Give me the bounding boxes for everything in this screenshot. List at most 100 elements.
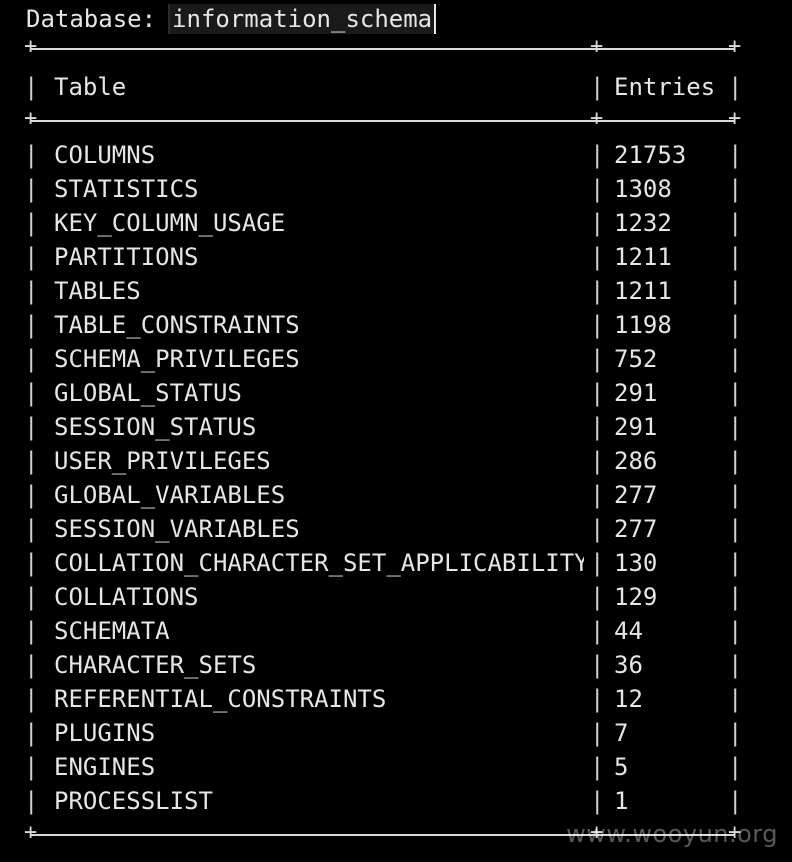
table-bar-right: | — [728, 515, 743, 543]
table-bar-mid: | — [590, 549, 605, 577]
table-bar-mid: | — [590, 311, 605, 339]
table-name-cell: COLUMNS — [54, 141, 156, 169]
table-name-cell: GLOBAL_VARIABLES — [54, 481, 286, 509]
table-bar-mid: | — [590, 617, 605, 645]
table-bar-left: | — [24, 243, 39, 271]
entries-cell: 291 — [614, 413, 658, 441]
table-row: | ENGINES | 5 | — [24, 750, 744, 784]
table-bar-right: | — [728, 73, 743, 101]
table-corner-bottom-right: + — [728, 820, 742, 845]
table-row: | COLUMNS | 21753 | — [24, 138, 744, 172]
entries-cell: 5 — [614, 753, 629, 781]
table-bar-right: | — [728, 209, 743, 237]
table-bar-right: | — [728, 379, 743, 407]
table-row: | GLOBAL_STATUS | 291 | — [24, 376, 744, 410]
entries-cell: 44 — [614, 617, 643, 645]
database-label: Database: — [26, 5, 157, 33]
table-bar-left: | — [24, 617, 39, 645]
table-bar-left: | — [24, 685, 39, 713]
table-bar-right: | — [728, 617, 743, 645]
table-bar-left: | — [24, 209, 39, 237]
table-border-header: + + + — [24, 106, 742, 131]
table-bar-right: | — [728, 719, 743, 747]
entries-cell: 36 — [614, 651, 643, 679]
table-border-top: + + + — [24, 34, 741, 59]
table-bar-right: | — [728, 447, 743, 475]
watermark-text: www.wooyun.org — [566, 820, 778, 848]
table-name-cell: TABLES — [54, 277, 141, 305]
table-row: | PLUGINS | 7 | — [24, 716, 744, 750]
table-name-cell: SESSION_STATUS — [54, 413, 257, 441]
entries-cell: 1 — [614, 787, 629, 815]
table-bar-mid: | — [590, 583, 605, 611]
table-bar-mid: | — [590, 413, 605, 441]
table-bar-mid: | — [590, 379, 605, 407]
table-row: | CHARACTER_SETS | 36 | — [24, 648, 744, 682]
table-bar-left: | — [24, 447, 39, 475]
table-bar-left: | — [24, 413, 39, 441]
table-bar-right: | — [728, 175, 743, 203]
entries-cell: 130 — [614, 549, 658, 577]
table-bar-mid: | — [590, 345, 605, 373]
table-row: | SESSION_STATUS | 291 | — [24, 410, 744, 444]
database-header: Database: information_schema — [0, 0, 792, 38]
table-row: | PROCESSLIST | 1 | — [24, 784, 744, 818]
table-row: | TABLE_CONSTRAINTS | 1198 | — [24, 308, 744, 342]
table-bar-mid: | — [590, 73, 605, 101]
table-row: | TABLES | 1211 | — [24, 274, 744, 308]
table-bar-right: | — [728, 413, 743, 441]
table-row: | COLLATION_CHARACTER_SET_APPLICABILITY | 1… — [24, 546, 744, 580]
table-name-cell: COLLATION_CHARACTER_SET_APPLICABILITY — [54, 549, 584, 577]
entries-cell: 12 — [614, 685, 643, 713]
table-bar-right: | — [728, 311, 743, 339]
table-corner-top-mid: + — [590, 34, 604, 59]
entries-cell: 752 — [614, 345, 658, 373]
table-corner-header-right: + — [728, 106, 742, 131]
table-name-cell: GLOBAL_STATUS — [54, 379, 242, 407]
table-bar-right: | — [728, 481, 743, 509]
table-bar-right: | — [728, 277, 743, 305]
table-bar-mid: | — [590, 685, 605, 713]
entries-cell: 277 — [614, 481, 658, 509]
table-bar-right: | — [728, 685, 743, 713]
table-row: | SCHEMATA | 44 | — [24, 614, 744, 648]
table-bar-right: | — [728, 787, 743, 815]
table-bar-left: | — [24, 651, 39, 679]
table-bar-mid: | — [590, 719, 605, 747]
table-name-cell: SCHEMATA — [54, 617, 170, 645]
entries-cell: 277 — [614, 515, 658, 543]
entries-cell: 1211 — [614, 277, 672, 305]
table-bar-left: | — [24, 311, 39, 339]
table-bar-left: | — [24, 379, 39, 407]
table-bar-left: | — [24, 753, 39, 781]
table-border-bottom: + + + — [24, 820, 742, 845]
table-bar-right: | — [728, 651, 743, 679]
table-bar-mid: | — [590, 481, 605, 509]
table-row: | REFERENTIAL_CONSTRAINTS | 12 | — [24, 682, 744, 716]
table-name-cell: REFERENTIAL_CONSTRAINTS — [54, 685, 387, 713]
table-row: | STATISTICS | 1308 | — [24, 172, 744, 206]
header-table: Table — [54, 73, 127, 101]
table-name-cell: STATISTICS — [54, 175, 199, 203]
table-bar-right: | — [728, 583, 743, 611]
table-name-cell: ENGINES — [54, 753, 156, 781]
table-bar-mid: | — [590, 447, 605, 475]
table-corner-top-left: + — [24, 34, 38, 59]
table-bar-mid: | — [590, 651, 605, 679]
table-bar-right: | — [728, 141, 743, 169]
table-bar-mid: | — [590, 141, 605, 169]
table-row: | USER_PRIVILEGES | 286 | — [24, 444, 744, 478]
table-bar-right: | — [728, 243, 743, 271]
table-row: | GLOBAL_VARIABLES | 277 | — [24, 478, 744, 512]
table-corner-header-left: + — [24, 106, 38, 131]
table-bar-left: | — [24, 277, 39, 305]
table-name-cell: KEY_COLUMN_USAGE — [54, 209, 286, 237]
table-row: | COLLATIONS | 129 | — [24, 580, 744, 614]
table-bar-left: | — [24, 549, 39, 577]
database-name: information_schema — [168, 4, 437, 34]
table-row: | KEY_COLUMN_USAGE | 1232 | — [24, 206, 744, 240]
table-name-cell: COLLATIONS — [54, 583, 199, 611]
entries-cell: 291 — [614, 379, 658, 407]
table-bar-mid: | — [590, 515, 605, 543]
